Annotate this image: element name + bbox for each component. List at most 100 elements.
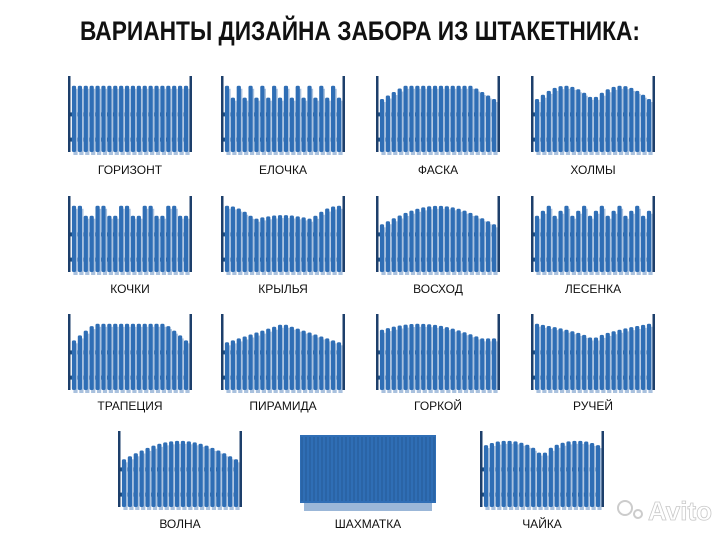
picket [582, 334, 587, 390]
picket [379, 224, 385, 272]
picket [438, 325, 444, 390]
picket [432, 324, 438, 390]
picket [564, 85, 569, 152]
fence-item: КОЧКИ [68, 196, 192, 296]
picket [301, 217, 306, 272]
picket [486, 95, 491, 152]
picket [480, 92, 485, 152]
picket [421, 323, 426, 390]
picket [495, 441, 500, 507]
picket [646, 210, 652, 272]
picket [145, 447, 150, 507]
watermark-text: Avito [648, 496, 712, 526]
picket [605, 89, 610, 152]
picket [248, 334, 253, 390]
picket [307, 218, 312, 272]
picket [491, 224, 497, 272]
picket [582, 205, 587, 272]
picket [554, 444, 559, 507]
picket [617, 205, 622, 272]
post [652, 76, 655, 152]
picket [489, 442, 494, 507]
picket [635, 325, 640, 390]
picket [432, 205, 438, 272]
picket [483, 445, 489, 507]
design-label: ВОСХОД [413, 282, 463, 296]
picket [641, 324, 646, 390]
picket [432, 85, 438, 152]
picket [83, 330, 88, 390]
picket [307, 85, 312, 152]
design-label: ШАХМАТКА [335, 517, 401, 531]
picket [139, 450, 144, 507]
picket [242, 211, 247, 272]
picket [130, 215, 136, 272]
picket [124, 323, 130, 390]
picket [272, 215, 277, 272]
picket [172, 330, 177, 390]
design-label: ПИРАМИДА [249, 399, 316, 413]
picket [313, 334, 318, 390]
picket [593, 96, 599, 152]
picket [542, 452, 548, 507]
picket [224, 342, 230, 390]
picket [230, 206, 235, 272]
picket [444, 85, 449, 152]
picket [307, 332, 312, 390]
picket [595, 445, 601, 507]
picket [379, 329, 385, 390]
picket [513, 441, 518, 507]
picket [172, 205, 177, 272]
picket [397, 88, 402, 152]
picket [540, 324, 545, 390]
picket [558, 86, 563, 152]
post [68, 196, 71, 272]
fence-item: ГОРИЗОНТ [68, 76, 192, 177]
picket [587, 337, 593, 390]
picket [501, 440, 506, 507]
picket [228, 456, 233, 507]
picket [391, 326, 396, 390]
picket [325, 97, 330, 152]
picket [198, 443, 203, 507]
picket [325, 338, 330, 390]
picket [266, 328, 271, 390]
picket [242, 97, 247, 152]
picket [480, 218, 485, 272]
picket [101, 323, 106, 390]
fence-item: ГОРКОЙ [376, 314, 500, 413]
picket [260, 217, 265, 272]
picket [444, 206, 449, 272]
picket [558, 210, 563, 272]
picket [113, 85, 118, 152]
picket [623, 86, 628, 152]
design-label: ЧАЙКА [522, 516, 562, 531]
picket [83, 85, 88, 152]
picket [183, 340, 189, 390]
page-title: ВАРИАНТЫ ДИЗАЙНА ЗАБОРА ИЗ ШТАКЕТНИКА: [80, 15, 640, 46]
picket [421, 85, 426, 152]
picket [113, 323, 118, 390]
picket [468, 212, 473, 272]
fence-item: ШАХМАТКА [300, 435, 436, 531]
picket [409, 85, 414, 152]
picket [230, 340, 235, 390]
picket [295, 85, 300, 152]
picket [313, 97, 318, 152]
picket [236, 85, 241, 152]
picket [587, 96, 593, 152]
fence-item: ВОЛНА [118, 431, 242, 531]
picket [415, 85, 420, 152]
picket [148, 85, 153, 152]
picket [192, 442, 197, 507]
design-label: ГОРКОЙ [414, 398, 462, 413]
fence-item: ПИРАМИДА [221, 314, 345, 413]
post [531, 196, 534, 272]
fence-panel [300, 435, 436, 503]
picket [242, 336, 247, 390]
watermark-logo [617, 500, 633, 516]
picket [107, 215, 112, 272]
picket [254, 332, 259, 390]
post [531, 314, 534, 390]
picket [593, 337, 599, 390]
